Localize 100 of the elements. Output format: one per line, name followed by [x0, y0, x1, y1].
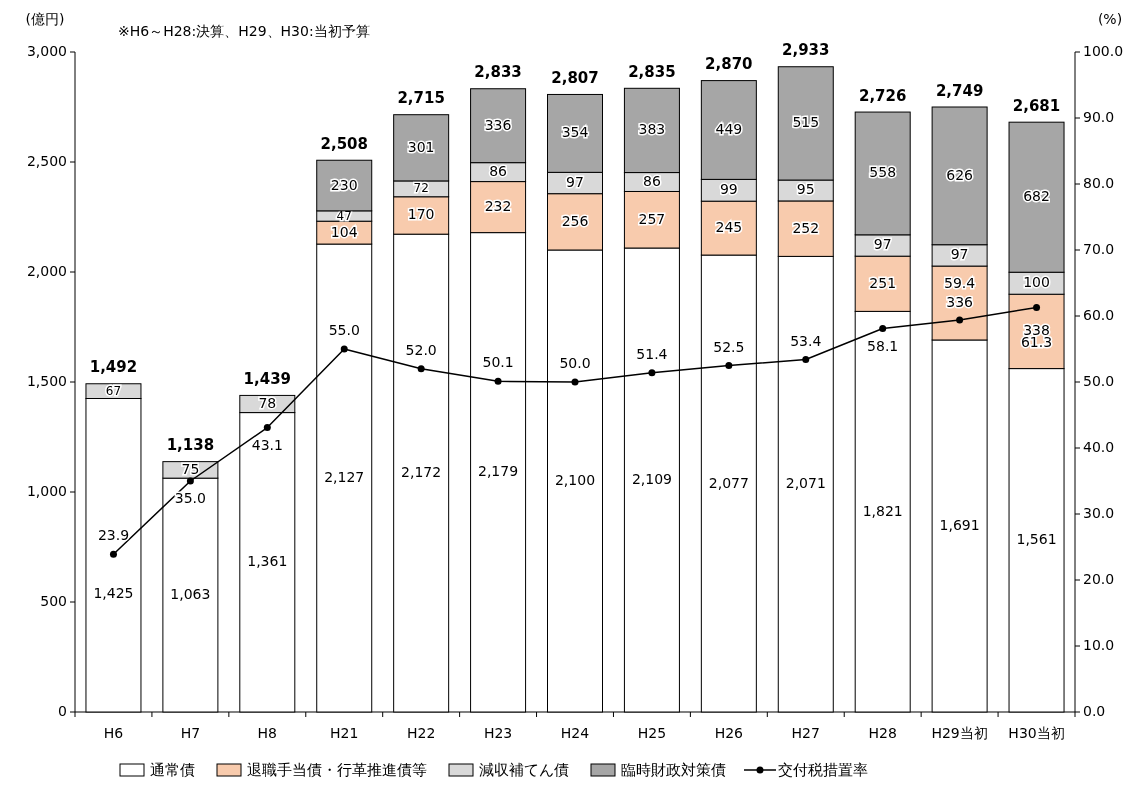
data-label: 86 [489, 163, 508, 180]
y2-tick-label: 90.0 [1083, 109, 1115, 125]
point [879, 325, 887, 333]
x-tick-label: H22 [406, 725, 436, 741]
total-label: 2,681 [1012, 96, 1061, 115]
y-tick-label: 0 [58, 703, 67, 719]
legend-label: 通常債 [150, 760, 195, 779]
x-tick-label: H29当初 [931, 725, 988, 741]
point [1033, 303, 1041, 311]
y-axis-title: (億円) [25, 11, 65, 27]
data-label: 100 [1023, 274, 1050, 291]
y2-tick-label: 0.0 [1083, 703, 1106, 719]
point [571, 378, 579, 386]
y-tick-label: 500 [40, 593, 67, 609]
data-label: 99 [719, 181, 738, 198]
data-label: 383 [638, 121, 666, 138]
point [802, 356, 810, 364]
data-label: 2,100 [554, 472, 596, 488]
data-label: 97 [566, 174, 584, 191]
data-label: 1,561 [1016, 531, 1057, 548]
data-label: 354 [561, 124, 589, 141]
y2-tick-label: 10.0 [1083, 637, 1115, 653]
data-label: 230 [330, 176, 358, 193]
data-label: 61.3 [1020, 334, 1053, 351]
point [109, 550, 117, 558]
data-label: 50.1 [482, 354, 514, 371]
x-tick-label: H23 [483, 725, 513, 741]
data-label: 35.0 [174, 490, 206, 506]
total-label: 2,833 [474, 63, 522, 82]
point [494, 377, 502, 385]
y2-tick-label: 100.0 [1083, 43, 1124, 59]
data-label: 2,077 [708, 474, 749, 491]
data-label: 97 [950, 246, 969, 263]
y2-tick-label: 60.0 [1083, 307, 1115, 323]
legend-label: 減収補てん債 [479, 760, 569, 779]
data-label: 52.5 [713, 338, 745, 355]
total-label: 2,933 [782, 41, 830, 60]
data-label: 336 [946, 294, 974, 311]
data-label: 1,821 [862, 502, 903, 519]
data-label: 47 [336, 208, 352, 223]
x-tick-label: H6 [103, 725, 124, 741]
text: ※H6～H28:決算、H29、H30:当初予算 [118, 23, 370, 39]
y-tick-label: 2,500 [26, 153, 67, 169]
y2-tick-label: 80.0 [1083, 175, 1115, 191]
data-label: 52.0 [405, 341, 437, 358]
point [340, 345, 348, 353]
y2-tick-label: 30.0 [1083, 505, 1115, 521]
data-label: 95 [796, 181, 815, 198]
data-label: 58.1 [867, 337, 899, 354]
y-tick-label: 1,500 [26, 373, 67, 389]
y2-tick-label: 20.0 [1083, 571, 1115, 587]
data-label: 252 [792, 219, 820, 236]
x-tick-label: H24 [560, 725, 590, 741]
x-tick-label: H26 [714, 725, 744, 741]
data-label: 170 [407, 206, 435, 223]
total-label: 1,138 [166, 436, 215, 455]
legend-label: 臨時財政対策債 [621, 760, 726, 779]
data-label: 23.9 [97, 527, 130, 544]
y-tick-label: 2,000 [26, 263, 67, 279]
x-tick-label: H27 [791, 725, 820, 741]
data-label: 86 [643, 173, 661, 190]
point [417, 365, 425, 373]
data-label: 97 [873, 236, 892, 253]
data-label: 67 [105, 383, 122, 398]
point [186, 477, 194, 485]
data-label: 257 [638, 210, 666, 227]
data-label: 245 [715, 219, 743, 236]
point [956, 316, 964, 324]
data-label: 2,172 [401, 464, 442, 481]
legend-label: 退職手当債・行革推進債等 [247, 760, 427, 779]
data-label: 55.0 [328, 322, 360, 338]
x-tick-label: H28 [868, 725, 897, 741]
data-label: 449 [715, 120, 743, 137]
data-label: 43.1 [251, 436, 283, 453]
y2-tick-label: 70.0 [1083, 241, 1115, 257]
data-label: 50.0 [559, 355, 591, 371]
total-label: 2,835 [628, 62, 676, 81]
data-label: 2,127 [324, 469, 365, 486]
total-label: 2,715 [397, 89, 445, 108]
data-label: 336 [484, 116, 512, 133]
x-tick-label: H25 [637, 725, 667, 741]
x-tick-label: H7 [180, 725, 201, 741]
y2-tick-label: 40.0 [1083, 439, 1115, 455]
x-tick-label: H8 [257, 725, 278, 741]
y2-tick-label: 50.0 [1083, 373, 1115, 389]
legend-label: 交付税措置率 [778, 760, 868, 779]
total-label: 2,749 [935, 81, 984, 100]
total-label: 2,508 [320, 134, 368, 153]
point [648, 369, 656, 377]
total-label: 1,439 [243, 369, 292, 388]
data-label: 256 [561, 212, 589, 229]
data-label: 53.4 [790, 332, 822, 349]
data-label: 626 [946, 166, 974, 183]
data-label: 2,071 [785, 475, 826, 492]
data-label: 2,179 [478, 463, 519, 480]
data-label: 232 [484, 198, 512, 215]
total-label: 2,726 [858, 86, 907, 105]
data-label: 1,063 [170, 586, 211, 603]
total-label: 2,870 [705, 55, 753, 74]
total-label: 2,807 [551, 68, 599, 87]
